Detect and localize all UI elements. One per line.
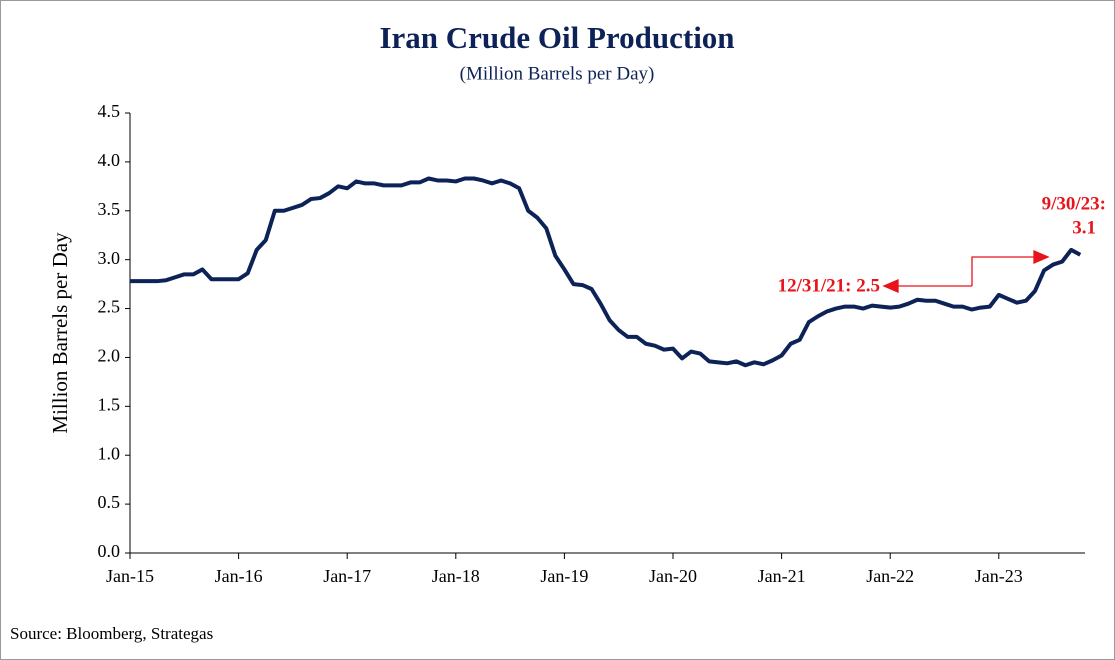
x-tick-label: Jan-22: [866, 566, 914, 586]
chart-title: Iran Crude Oil Production: [379, 20, 734, 55]
y-tick-label: 3.0: [98, 248, 121, 268]
x-tick-label: Jan-17: [323, 566, 371, 586]
x-tick-label: Jan-21: [758, 566, 806, 586]
y-tick-label: 4.0: [98, 150, 121, 170]
source: Source: Bloomberg, Strategas: [10, 624, 213, 643]
y-tick-label: 2.0: [98, 346, 121, 366]
y-tick-label: 2.5: [98, 297, 121, 317]
y-tick-label: 0.0: [98, 541, 121, 561]
y-tick-label: 1.0: [98, 443, 121, 463]
arrow-head: [882, 279, 899, 293]
annotation: 12/31/21: 2.5: [778, 275, 880, 296]
annotation-arrows: [882, 250, 1050, 293]
x-tick-label: Jan-20: [649, 566, 697, 586]
y-axis-label: Million Barrels per Day: [48, 232, 72, 434]
x-tick-label: Jan-18: [432, 566, 480, 586]
y-tick-label: 0.5: [98, 492, 121, 512]
arrow-head: [1033, 250, 1050, 264]
x-tick-label: Jan-19: [540, 566, 588, 586]
x-tick-label: Jan-16: [215, 566, 263, 586]
annotation: 9/30/23:: [1042, 193, 1106, 214]
arrow-right: [971, 256, 1036, 286]
x-tick-label: Jan-23: [975, 566, 1023, 586]
chart-subtitle: (Million Barrels per Day): [460, 63, 655, 84]
y-tick-label: 3.5: [98, 199, 121, 219]
y-tick-label: 1.5: [98, 394, 121, 414]
data-line: [130, 176, 1082, 368]
annotation: 3.1: [1072, 217, 1096, 238]
x-tick-label: Jan-15: [106, 566, 154, 586]
y-tick-label: 4.5: [98, 101, 121, 121]
